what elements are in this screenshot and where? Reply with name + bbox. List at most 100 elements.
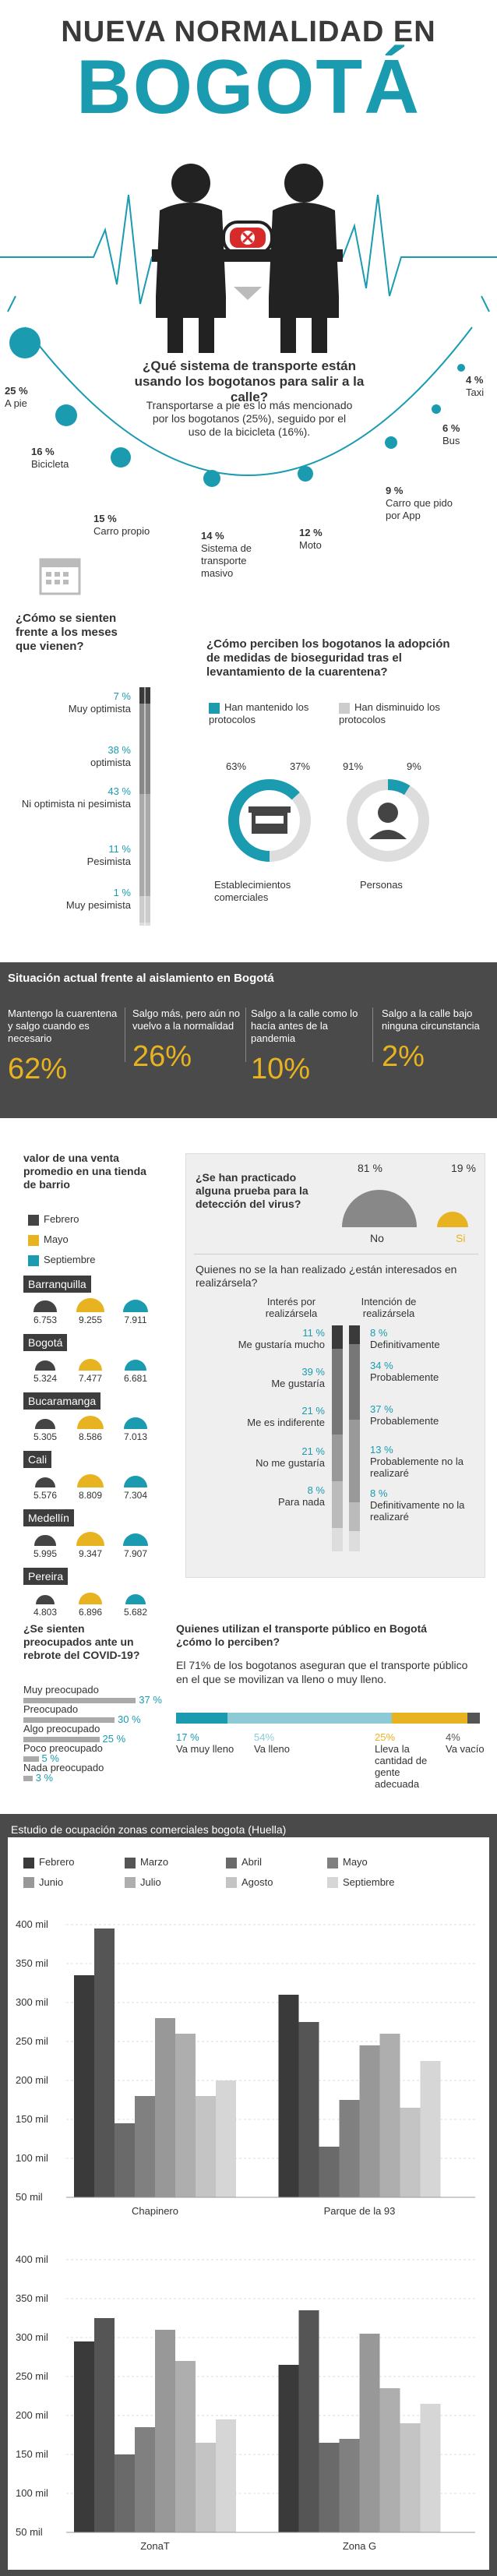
sales-semicircle bbox=[123, 1475, 148, 1487]
bio-estab-donut bbox=[228, 779, 311, 862]
transport-bus: 6 % Bus bbox=[442, 422, 460, 446]
y-tick-label: 250 mil bbox=[16, 2035, 48, 2047]
feel-bar bbox=[139, 687, 150, 926]
header-line1: NUEVA NORMALIDAD EN bbox=[61, 16, 436, 48]
interest-item: 21 % Me es indiferente bbox=[247, 1405, 325, 1428]
feel-item-muy-pesimista: 1 % Muy pesimista bbox=[65, 887, 131, 911]
sales-semicircle bbox=[123, 1533, 148, 1546]
bio-estab-label: Establecimientos comerciales bbox=[214, 879, 291, 903]
dot-moto bbox=[298, 466, 313, 482]
test-panel: ¿Se han practicado alguna prueba para la… bbox=[185, 1153, 485, 1578]
bar-mayo bbox=[135, 2427, 155, 2532]
worry-item: Poco preocupado 5 % bbox=[23, 1742, 103, 1764]
intent-item: 13 % Probablemente no la realizaré bbox=[370, 1444, 464, 1479]
public-bar bbox=[176, 1713, 480, 1724]
sales-value: 5.682 bbox=[114, 1590, 157, 1618]
sales-city-5: Pereira 4.803 6.896 5.682 bbox=[23, 1568, 171, 1629]
sales-city-2: Bucaramanga 5.305 8.586 7.013 bbox=[23, 1392, 171, 1453]
occupancy-legend-item: Junio bbox=[23, 1876, 125, 1889]
situation-item-4: Salgo a la calle bajo ninguna circunstan… bbox=[382, 1007, 480, 1073]
occupancy-chart-2: 400 mil 350 mil 300 mil 250 mil 200 mil 150 m… bbox=[16, 2253, 475, 2552]
sales-semicircle bbox=[34, 1477, 56, 1487]
dot-carro bbox=[111, 447, 131, 468]
y-tick-label: 300 mil bbox=[16, 1996, 48, 2008]
bar-mayo bbox=[339, 2100, 360, 2197]
y-tick-label: 150 mil bbox=[16, 2448, 48, 2460]
test-col1: Interés por realizársela bbox=[265, 1296, 318, 1319]
public-seg bbox=[391, 1713, 468, 1724]
sales-semicircle bbox=[35, 1419, 55, 1429]
sales-city-name: Barranquilla bbox=[23, 1276, 91, 1293]
sales-value: 5.324 bbox=[23, 1357, 67, 1384]
bio-people-a: 91% bbox=[343, 760, 364, 772]
public-labels: 17 % Va muy lleno 54% Va lleno 25% Lleva la c… bbox=[176, 1731, 488, 1790]
bar-mayo bbox=[135, 2096, 155, 2197]
bar-marzo bbox=[94, 2318, 115, 2532]
store-icon bbox=[248, 806, 291, 834]
sales-semicircle bbox=[79, 1593, 102, 1604]
sales-city-3: Cali 5.576 8.809 7.304 bbox=[23, 1451, 171, 1512]
worry-title: ¿Se sienten preocupados ante un rebrote … bbox=[23, 1622, 140, 1661]
occupancy-legend-item: Septiembre bbox=[327, 1876, 428, 1889]
dot-a-pie bbox=[9, 327, 41, 358]
sales-value: 6.753 bbox=[23, 1298, 67, 1325]
interest-item: 8 % Para nada bbox=[278, 1484, 325, 1508]
sales-city-1: Bogotá 5.324 7.477 6.681 bbox=[23, 1334, 171, 1395]
public-title: Quienes utilizan el transporte público e… bbox=[176, 1622, 428, 1648]
category-label: ZonaT bbox=[140, 2540, 170, 2552]
sales-semicircle bbox=[124, 1359, 147, 1371]
interest-item: 39 % Me gustaría bbox=[271, 1366, 325, 1389]
occupancy-legend-item: Julio bbox=[125, 1876, 226, 1889]
bar-septiembre bbox=[216, 2080, 236, 2197]
worry-list: Muy preocupado 37 % Preocupado 30 % Algo pre… bbox=[23, 1684, 179, 1784]
worry-item: Algo preocupado 25 % bbox=[23, 1723, 126, 1745]
header: NUEVA NORMALIDAD EN BOGOTÁ bbox=[0, 16, 497, 125]
bar-septiembre bbox=[420, 2061, 441, 2197]
bar-marzo bbox=[94, 1928, 115, 2197]
dot-bus bbox=[432, 404, 441, 414]
sales-semicircle bbox=[76, 1532, 104, 1546]
transport-taxi: 4 % Taxi bbox=[466, 374, 485, 398]
occupancy-chart-1: 400 mil 350 mil 300 mil 250 mil 200 mil 150 m… bbox=[16, 1918, 475, 2217]
y-tick-label: 200 mil bbox=[16, 2409, 48, 2421]
public-seg bbox=[176, 1713, 228, 1724]
sales-city-name: Bucaramanga bbox=[23, 1392, 101, 1410]
sales-semicircle bbox=[35, 1594, 55, 1604]
public-text: El 71% de los bogotanos aseguran que el … bbox=[176, 1659, 468, 1685]
sales-value: 9.255 bbox=[69, 1298, 112, 1325]
situation-item-3: Salgo a la calle como lo hacía antes de … bbox=[251, 1007, 358, 1085]
intent-item: 34 % Probablemente bbox=[370, 1360, 439, 1383]
y-tick-label: 100 mil bbox=[16, 2487, 48, 2499]
test-semicircle bbox=[342, 1190, 468, 1227]
bio-legend-kept: Han mantenido los protocolos bbox=[209, 701, 309, 725]
transport-app: 9 % Carro que pido por App bbox=[386, 485, 453, 521]
bar-julio bbox=[175, 2034, 196, 2197]
situation-item-1: Mantengo la cuarentena y salgo cuando es… bbox=[8, 1007, 118, 1085]
bar-agosto bbox=[196, 2096, 216, 2197]
feel-title: ¿Cómo se sienten frente a los meses que … bbox=[16, 612, 118, 653]
worry-item: Nada preocupado 3 % bbox=[23, 1762, 104, 1784]
test-no-label: No bbox=[370, 1232, 384, 1244]
sales-semicircle bbox=[34, 1535, 56, 1546]
occupancy-legend-item: Mayo bbox=[327, 1856, 428, 1868]
dot-bicicleta bbox=[55, 404, 77, 426]
test-bars bbox=[332, 1325, 360, 1551]
sales-city-name: Bogotá bbox=[23, 1334, 68, 1351]
sales-semicircle bbox=[76, 1298, 104, 1312]
test-sub: Quienes no se la han realizado ¿están in… bbox=[196, 1263, 457, 1289]
sales-value: 6.681 bbox=[114, 1357, 157, 1384]
worry-item: Muy preocupado 37 % bbox=[23, 1684, 162, 1706]
feel-item-muy-optimista: 7 % Muy optimista bbox=[68, 690, 131, 715]
transport-masivo: 14 % Sistema de transporte masivo bbox=[201, 530, 252, 579]
dot-app bbox=[385, 436, 397, 449]
y-tick-label: 50 mil bbox=[16, 2526, 43, 2538]
bar-junio bbox=[155, 2330, 175, 2532]
bar-abril bbox=[319, 2443, 340, 2532]
worry-bar bbox=[23, 1698, 136, 1704]
bar-septiembre bbox=[216, 2419, 236, 2532]
dot-taxi bbox=[457, 364, 465, 372]
bar-abril bbox=[319, 2147, 340, 2197]
occupancy-legend-item: Agosto bbox=[226, 1876, 327, 1889]
sales-value: 5.995 bbox=[23, 1532, 67, 1559]
transport-a-pie: 25 % A pie bbox=[5, 385, 28, 409]
